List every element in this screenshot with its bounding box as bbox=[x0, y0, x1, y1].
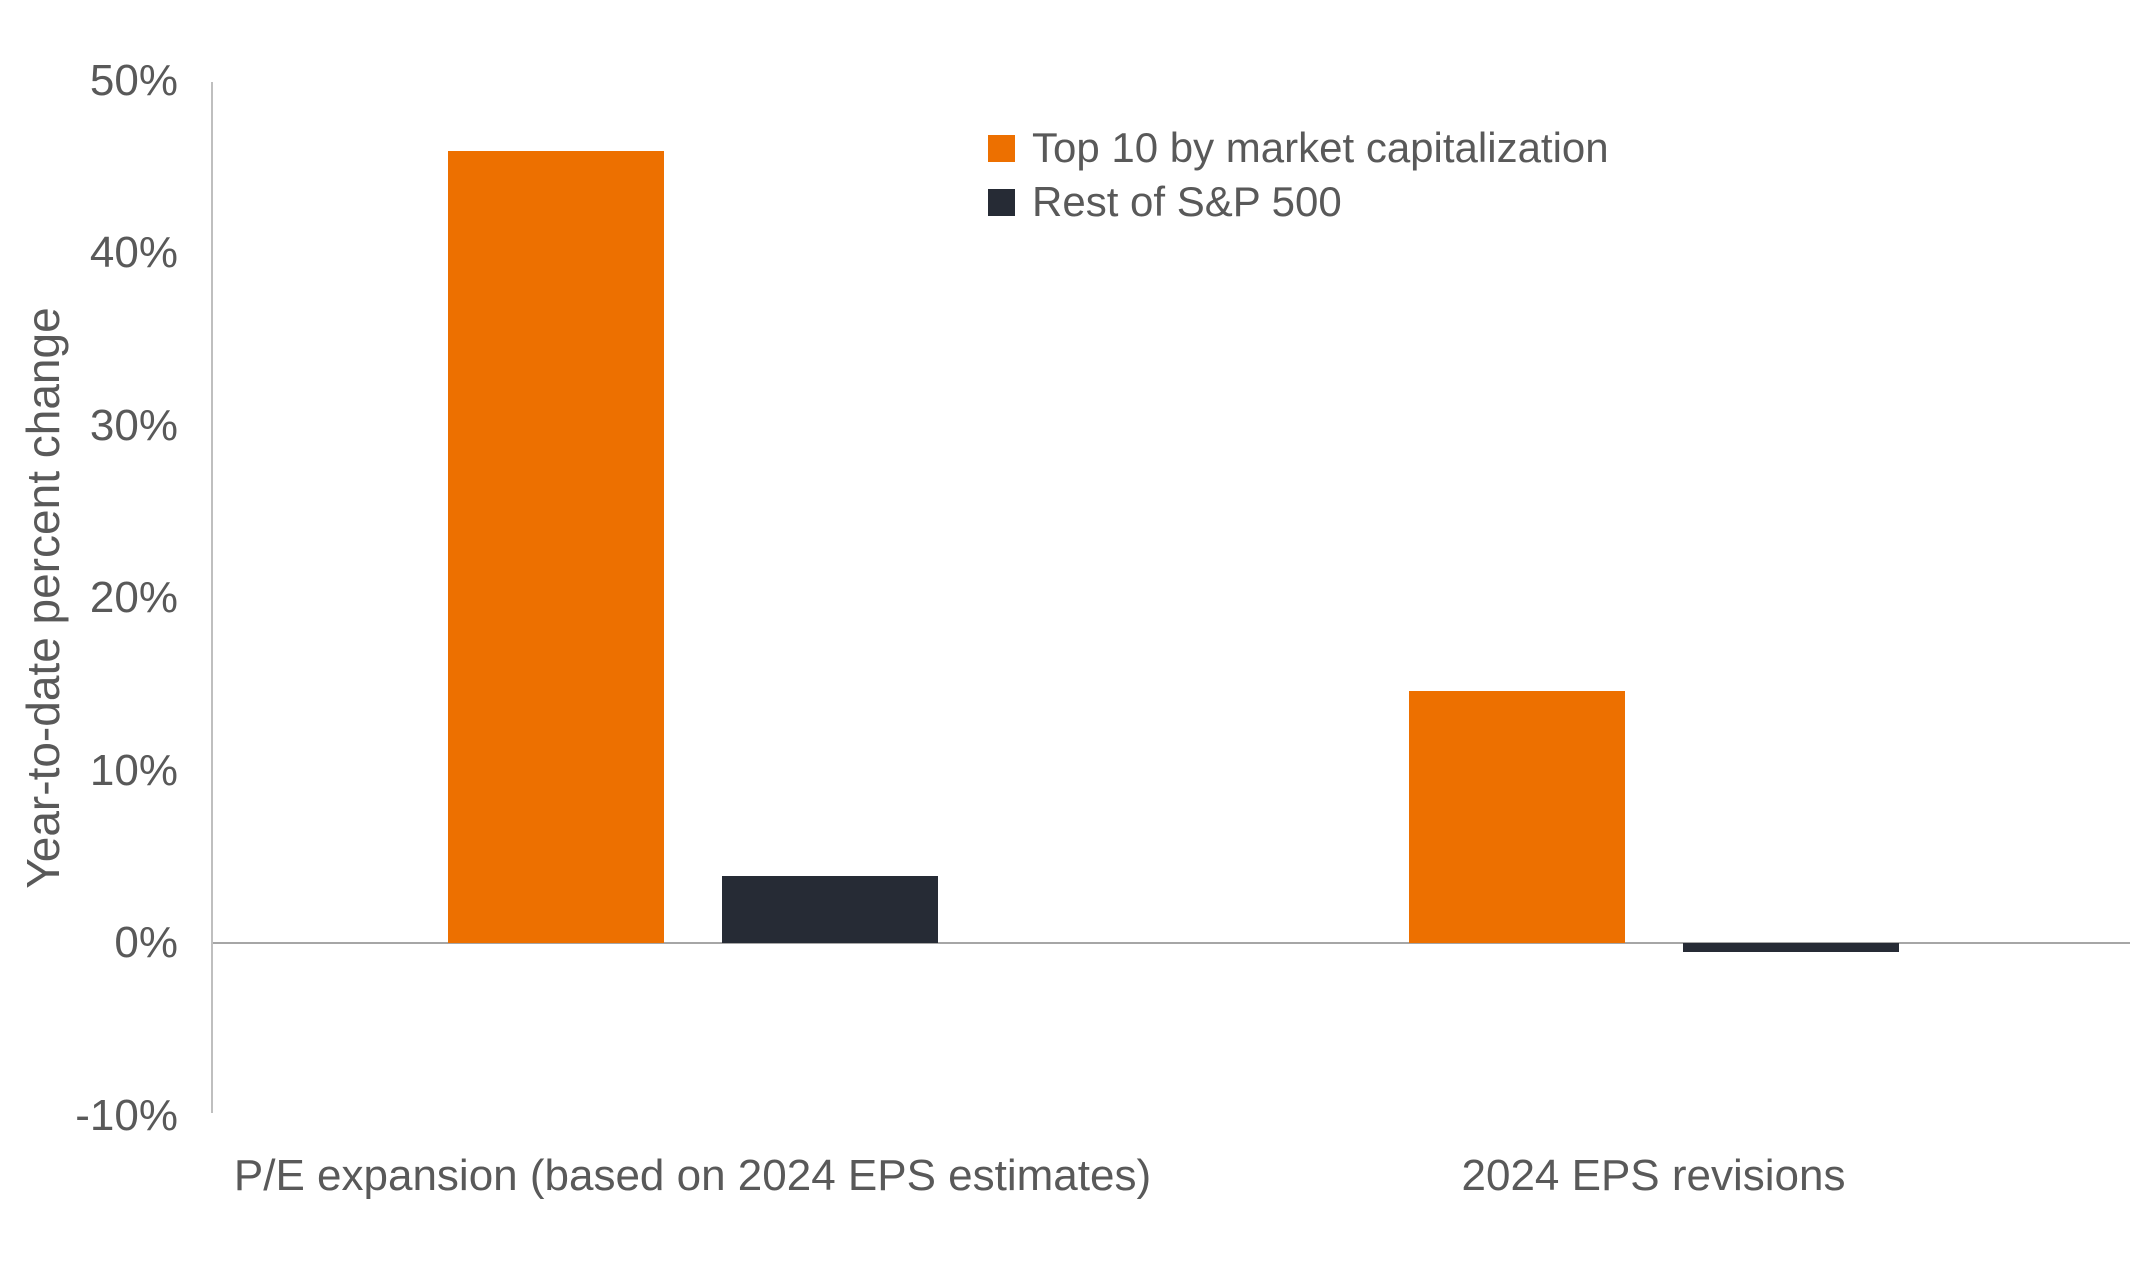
bar-rest-group1 bbox=[721, 875, 938, 943]
legend-label: Rest of S&P 500 bbox=[1032, 178, 1342, 225]
y-axis-line bbox=[211, 82, 213, 1113]
y-tick-label: 20% bbox=[89, 573, 178, 622]
bar-rest-group2 bbox=[1682, 943, 1899, 952]
legend-item: Top 10 by market capitalization bbox=[988, 124, 1609, 172]
legend-swatch-icon bbox=[988, 188, 1015, 216]
x-category-label: P/E expansion (based on 2024 EPS estimat… bbox=[233, 1151, 1152, 1200]
y-tick-label: 0% bbox=[114, 918, 178, 967]
y-tick-label: 40% bbox=[89, 228, 178, 277]
legend-label: Top 10 by market capitalization bbox=[1032, 124, 1609, 171]
legend-item: Rest of S&P 500 bbox=[988, 178, 1609, 226]
y-tick-label: 10% bbox=[89, 745, 178, 795]
x-category-label: 2024 EPS revisions bbox=[1461, 1151, 1846, 1200]
bar-top10-group2 bbox=[1408, 691, 1625, 943]
y-tick-label: 50% bbox=[89, 55, 178, 105]
y-tick-label: -10% bbox=[75, 1090, 178, 1140]
bar-top10-group1 bbox=[447, 151, 664, 943]
zero-baseline bbox=[213, 942, 2130, 944]
y-tick-label: 30% bbox=[89, 400, 178, 450]
legend-swatch-icon bbox=[988, 134, 1015, 162]
legend: Top 10 by market capitalization Rest of S… bbox=[988, 124, 1609, 226]
